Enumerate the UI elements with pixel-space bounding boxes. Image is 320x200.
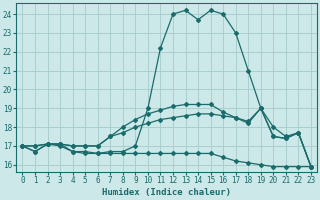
X-axis label: Humidex (Indice chaleur): Humidex (Indice chaleur) [102,188,231,197]
